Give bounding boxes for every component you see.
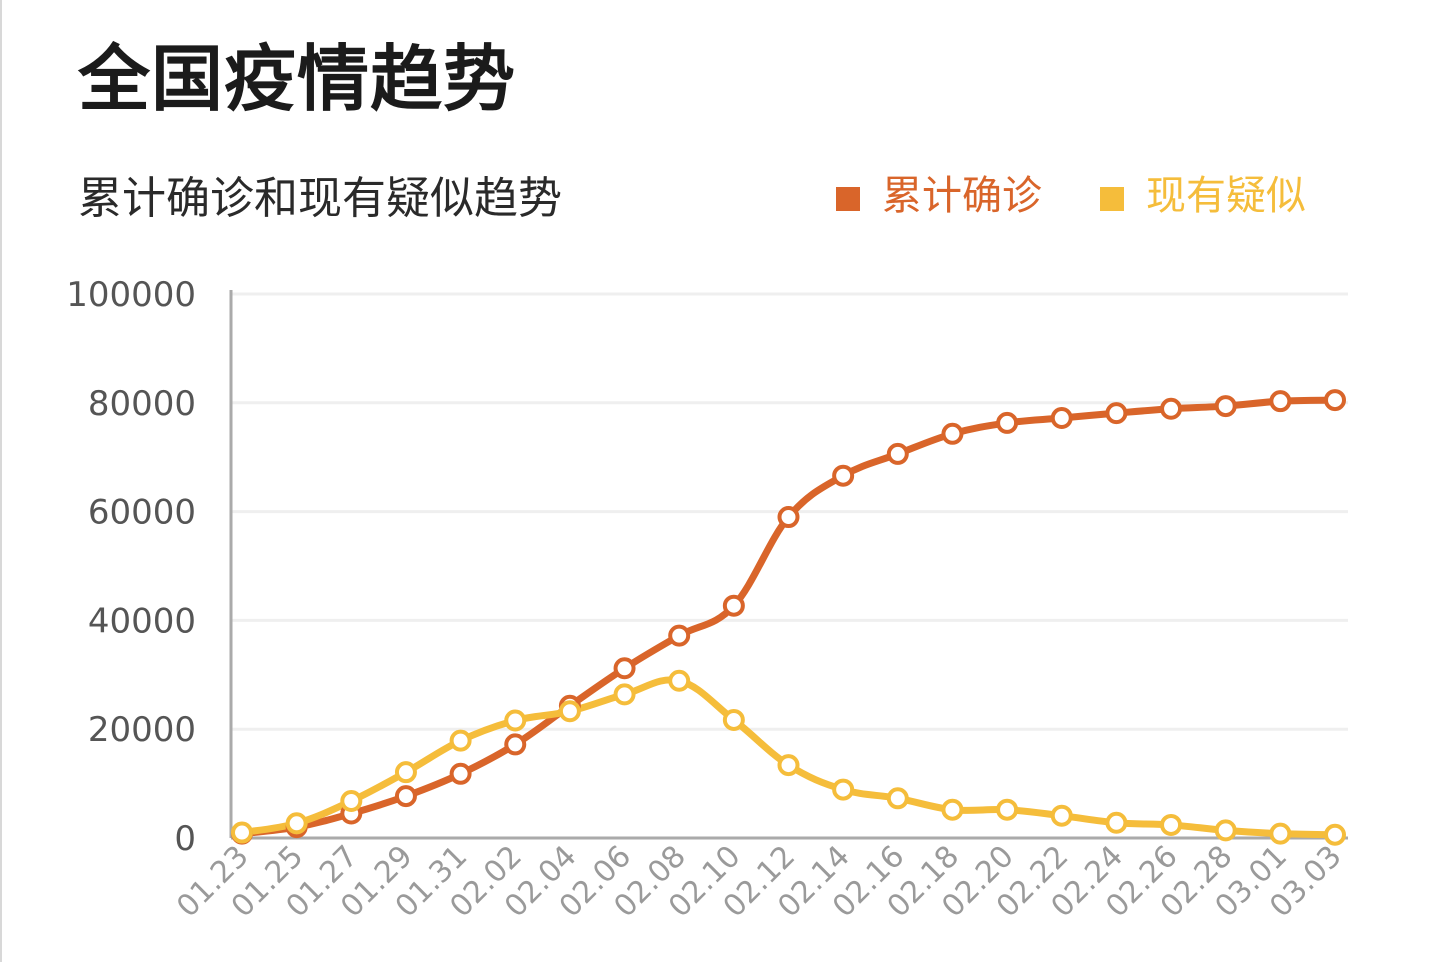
legend-swatch-suspected <box>1100 187 1124 211</box>
data-point-suspected <box>504 709 527 732</box>
legend-item-confirmed[interactable]: 累计确诊 <box>836 174 1042 218</box>
data-point-suspected <box>1269 822 1292 845</box>
data-point-confirmed <box>1324 389 1346 412</box>
data-point-suspected <box>941 798 964 821</box>
data-point-suspected <box>558 700 581 723</box>
data-point-confirmed <box>722 594 745 617</box>
data-point-confirmed <box>394 785 417 808</box>
legend-label-confirmed: 累计确诊 <box>882 173 1042 219</box>
data-point-confirmed <box>668 624 691 647</box>
data-point-confirmed <box>832 464 855 487</box>
data-point-confirmed <box>941 422 964 445</box>
data-point-suspected <box>394 761 417 784</box>
data-point-suspected <box>1105 811 1128 834</box>
data-point-suspected <box>777 754 800 777</box>
data-point-confirmed <box>613 657 636 680</box>
y-tick-label: 100000 <box>66 275 196 315</box>
data-point-confirmed <box>1160 397 1183 420</box>
legend-swatch-confirmed <box>836 187 860 211</box>
data-point-suspected <box>722 708 745 731</box>
y-tick-label: 20000 <box>88 710 196 750</box>
data-point-suspected <box>886 787 909 810</box>
chart-title: 累计确诊和现有疑似趋势 <box>78 173 562 224</box>
data-point-confirmed <box>996 411 1019 434</box>
data-point-suspected <box>285 812 308 835</box>
data-point-confirmed <box>1214 395 1237 418</box>
page-title: 全国疫情趋势 <box>78 37 517 121</box>
data-point-suspected <box>613 683 636 706</box>
y-tick-label: 40000 <box>88 601 196 641</box>
data-point-confirmed <box>886 442 909 465</box>
data-point-confirmed <box>777 506 800 529</box>
series-line-confirmed <box>238 396 1339 838</box>
data-point-suspected <box>996 798 1019 821</box>
data-point-suspected <box>449 729 472 752</box>
left-border <box>0 0 2 962</box>
data-point-suspected <box>1214 819 1237 842</box>
data-point-suspected <box>340 790 363 813</box>
legend-item-suspected[interactable]: 现有疑似 <box>1100 174 1306 218</box>
data-point-confirmed <box>449 762 472 785</box>
data-point-confirmed <box>504 733 527 756</box>
data-point-suspected <box>1050 804 1073 827</box>
data-point-confirmed <box>1050 407 1073 430</box>
y-tick-label: 80000 <box>88 384 196 424</box>
y-tick-label: 0 <box>174 819 196 859</box>
data-point-suspected <box>1324 823 1346 846</box>
data-point-suspected <box>1160 813 1183 836</box>
legend-label-suspected: 现有疑似 <box>1146 173 1306 219</box>
data-point-suspected <box>231 821 253 844</box>
data-point-suspected <box>832 778 855 801</box>
data-point-confirmed <box>1269 390 1292 413</box>
y-tick-label: 60000 <box>88 493 196 533</box>
data-point-confirmed <box>1105 402 1128 425</box>
data-point-suspected <box>668 669 691 692</box>
